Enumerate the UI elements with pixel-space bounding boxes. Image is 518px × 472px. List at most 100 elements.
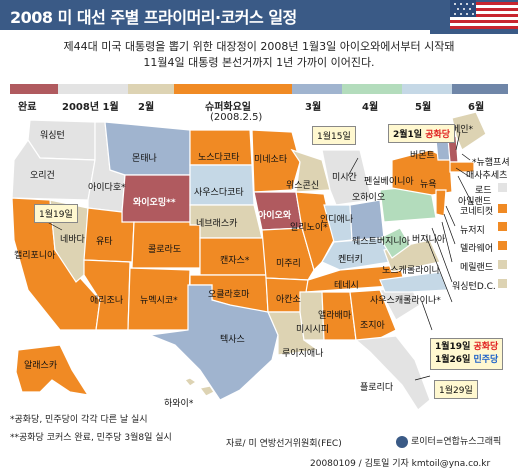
legend-swatch-done [10,84,58,94]
state-hi [184,377,198,387]
label-de: 델라웨어 [460,244,494,254]
label-id: 아이다호* [88,183,126,193]
label-dc: 워싱턴D.C. [452,282,496,292]
state-hi-2 [198,385,215,397]
state-wv [379,227,411,259]
label-hi: 하와이* [164,399,194,409]
label-wy: 와이오밍** [133,198,176,208]
label-il: 일리노이* [290,223,328,233]
swatch-de [498,241,507,250]
callout-mi-date: 1월15일 [312,126,356,145]
callout-me: 2월1일 공화당 [388,124,456,143]
label-me: 메인* [452,125,474,135]
label-ar: 아칸소 [276,295,301,305]
legend-label-jun: 6월 [468,102,485,113]
footnote-2: **공화당 코커스 완료, 민주당 3월8일 실시 [10,433,172,443]
state-nc [379,271,449,293]
label-nj: 뉴저지 [460,226,485,236]
swatch-ct [498,204,507,213]
label-ca: 캘리포니아 [14,251,56,261]
label-or: 오리건 [30,171,55,181]
state-ny [391,149,453,196]
us-flag-icon [430,0,518,34]
label-az: 애리조나 [90,296,124,306]
state-ga [349,289,397,343]
legend-label-apr: 4월 [362,102,379,113]
legend-label-feb: 2월 [138,102,155,113]
label-nc: 노스캐롤라이나 [382,266,440,276]
label-tn: 테네시 [334,281,359,291]
legend-swatch-may [402,84,452,94]
callout-sc: 1월19일 공화당 1월26일 민주당 [430,338,504,370]
agency-name: 로이터=연합뉴스그래픽 [411,437,502,447]
swatch-md [498,260,507,269]
label-oh: 오하이오 [352,193,386,203]
legend-label-may: 5월 [415,102,432,113]
source: 자료/ 미 연방선거위원회(FEC) [226,439,342,449]
state-mo [261,227,315,281]
callout-sc-line2: 1월26일 민주당 [435,354,498,367]
legend-swatch-mar [292,84,342,94]
label-pa: 펜실베이니아 [364,177,414,187]
credit: 20080109 / 김토일 기자 kmtoil@yna.co.kr [310,459,491,469]
state-wi [290,148,331,193]
legend-sub-super-tuesday: (2008.2.5) [210,112,263,123]
page-title: 2008 미 대선 주별 프라이머리·코커스 일정 [10,8,297,27]
label-ne: 네브래스카 [196,219,238,229]
legend-swatch-jun [452,84,508,94]
label-ak: 알래스카 [24,361,58,371]
label-sd: 사우스다코타 [194,188,244,198]
label-ms: 미시시피 [296,325,330,335]
label-ct: 코네티컷 [460,207,494,217]
label-nh: *뉴햄프셔 [472,158,510,168]
label-vt: 버몬트 [410,151,435,161]
callout-nv-date: 1월19일 [34,204,78,223]
state-ma [449,161,475,173]
label-fl: 플로리다 [360,383,394,393]
legend-label-done: 완료 [18,102,37,113]
label-ok: 오클라호마 [208,290,250,300]
legend-label-mar: 3월 [305,102,322,113]
state-ms [299,291,325,341]
state-fl [354,335,431,411]
state-tn [305,264,406,293]
label-tx: 텍사스 [220,335,245,345]
label-ky: 켄터키 [338,255,363,265]
footnote-1: *공화당, 민주당이 각각 다른 날 실시 [10,415,148,425]
swatch-ri [498,183,507,192]
callout-sc-line2-date: 1월26일 [435,355,471,365]
state-mi [321,149,373,206]
label-mn: 미네소타 [254,155,288,165]
state-tx [147,284,279,401]
label-ri: 로드 [475,186,492,196]
agency-logo: 로이터=연합뉴스그래픽 [396,434,501,448]
label-mi: 미시간 [332,173,357,183]
state-ak [15,344,90,396]
label-sc: 사우스캐롤라이나* [370,296,441,306]
label-co: 콜로라도 [148,245,182,255]
callout-sc-line1: 1월19일 공화당 [435,341,498,354]
callout-me-date: 2월1일 [393,130,423,140]
label-nm: 뉴멕시코* [140,296,178,306]
legend-swatch-apr [342,84,402,94]
label-nv: 네바다 [60,235,85,245]
state-az [83,259,131,331]
state-mt [104,121,191,176]
label-ks: 캔자스* [220,256,250,266]
legend-swatch-feb [128,84,174,94]
legend-swatch-super-tuesday [174,84,292,94]
label-ma: 매사추세츠 [466,171,508,181]
label-al: 앨라배마 [318,311,352,321]
label-ny: 뉴욕 [420,180,437,190]
swatch-nj [498,222,507,231]
callout-sc-line1-party: 공화당 [473,342,499,352]
state-nj [435,189,447,217]
label-wi: 위스콘신 [286,181,320,191]
legend-label-jan: 2008년 1월 [62,102,119,113]
state-mn [251,129,301,193]
label-ut: 유타 [96,237,113,247]
label-in: 인디애나 [320,215,354,225]
callout-me-party: 공화당 [425,130,451,140]
